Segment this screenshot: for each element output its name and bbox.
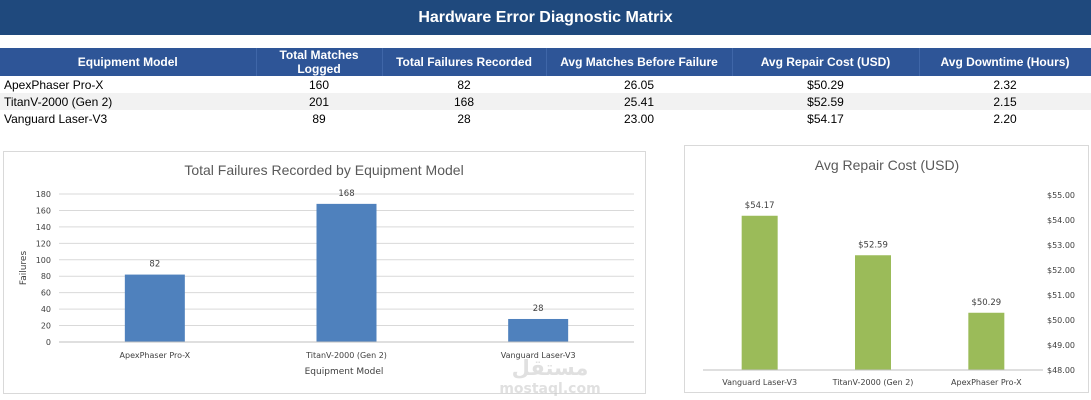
bar <box>968 312 1005 370</box>
x-tick-label: ApexPhaser Pro-X <box>120 351 191 360</box>
table-cell[interactable]: Vanguard Laser-V3 <box>4 111 108 126</box>
table-header-row: Equipment Model Total Matches Logged Tot… <box>0 48 1091 76</box>
bar <box>508 318 569 342</box>
x-tick-label: ApexPhaser Pro-X <box>951 378 1022 387</box>
data-label: $52.59 <box>858 240 888 250</box>
table-cell[interactable]: TitanV-2000 (Gen 2) <box>0 93 256 110</box>
y-axis-ticks: $48.00 $49.00 $50.00 $51.00 $52.00 $53.00 $54.… <box>1047 191 1075 375</box>
data-labels: $54.17 $52.59 $50.29 <box>745 201 1001 308</box>
y-tick-label: $51.00 <box>1047 291 1075 300</box>
data-label: 82 <box>149 260 160 270</box>
chart-title: Total Failures Recorded by Equipment Mod… <box>184 162 463 178</box>
column-header[interactable]: Avg Repair Cost (USD) <box>732 48 920 76</box>
y-tick-label: $49.00 <box>1047 341 1075 350</box>
data-label: $54.17 <box>745 201 775 211</box>
x-axis-label: Equipment Model <box>305 367 384 377</box>
bar <box>316 203 377 342</box>
x-axis-ticks: ApexPhaser Pro-X TitanV-2000 (Gen 2) Vangu… <box>120 351 576 360</box>
data-labels: 82 168 28 <box>149 189 543 314</box>
table-row: ApexPhaser Pro-X 160 82 26.05 $50.29 2.3… <box>0 76 1091 93</box>
page-title: Hardware Error Diagnostic Matrix <box>0 0 1091 35</box>
table-cell[interactable]: ApexPhaser Pro-X <box>4 77 104 92</box>
table-cell[interactable]: $52.59 <box>732 93 919 110</box>
diagnostic-table: Equipment Model Total Matches Logged Tot… <box>0 48 1091 127</box>
table-cell[interactable]: 23.00 <box>623 111 655 126</box>
column-header[interactable]: Total Matches Logged <box>256 48 383 76</box>
data-label: 168 <box>338 189 354 199</box>
y-tick-label: 0 <box>46 338 51 347</box>
y-tick-label: $52.00 <box>1047 266 1075 275</box>
table-cell[interactable]: 28 <box>457 111 471 126</box>
column-header[interactable]: Avg Matches Before Failure <box>546 48 733 76</box>
table-cell[interactable]: 2.20 <box>993 111 1017 126</box>
table-cell[interactable]: 2.32 <box>993 77 1017 92</box>
x-tick-label: TitanV-2000 (Gen 2) <box>305 351 387 360</box>
bar-series <box>741 215 1005 370</box>
y-tick-label: 100 <box>36 256 51 265</box>
table-cell[interactable]: 2.15 <box>919 93 1091 110</box>
y-axis-ticks: 0 20 40 60 80 100 120 140 160 180 <box>36 190 51 347</box>
y-tick-label: $53.00 <box>1047 241 1075 250</box>
table-cell[interactable]: $54.17 <box>807 111 844 126</box>
y-tick-label: 160 <box>36 206 51 215</box>
table-cell[interactable]: 26.05 <box>623 77 655 92</box>
table-row: TitanV-2000 (Gen 2) 201 168 25.41 $52.59… <box>0 93 1091 110</box>
x-tick-label: TitanV-2000 (Gen 2) <box>832 378 914 387</box>
bar <box>741 215 778 370</box>
x-tick-label: Vanguard Laser-V3 <box>501 351 576 360</box>
table-cell[interactable]: 82 <box>457 77 471 92</box>
y-tick-label: 120 <box>36 239 51 248</box>
column-header[interactable]: Total Failures Recorded <box>382 48 547 76</box>
y-tick-label: $54.00 <box>1047 216 1075 225</box>
repair-cost-chart[interactable]: Avg Repair Cost (USD) $48.00 $49.00 $50.00… <box>684 145 1089 393</box>
table-cell[interactable]: 168 <box>382 93 546 110</box>
table-cell[interactable]: 89 <box>312 111 326 126</box>
y-tick-label: 20 <box>41 322 51 331</box>
data-label: $50.29 <box>971 298 1001 308</box>
y-tick-label: 40 <box>41 305 51 314</box>
y-tick-label: $48.00 <box>1047 366 1075 375</box>
y-tick-label: 140 <box>36 223 51 232</box>
data-label: 28 <box>533 304 544 314</box>
x-tick-label: Vanguard Laser-V3 <box>722 378 797 387</box>
table-cell[interactable]: 201 <box>256 93 382 110</box>
failures-chart[interactable]: Total Failures Recorded by Equipment Mod… <box>3 151 646 394</box>
x-axis-ticks: Vanguard Laser-V3 TitanV-2000 (Gen 2) Apex… <box>722 378 1022 387</box>
table-cell[interactable]: 25.41 <box>546 93 732 110</box>
y-tick-label: 80 <box>41 272 51 281</box>
bar <box>855 255 891 370</box>
table-cell[interactable]: 160 <box>308 77 330 92</box>
failures-chart-svg: Total Failures Recorded by Equipment Mod… <box>19 162 634 377</box>
bar <box>124 274 185 342</box>
repair-cost-chart-svg: Avg Repair Cost (USD) $48.00 $49.00 $50.00… <box>703 157 1075 387</box>
y-tick-label: $55.00 <box>1047 191 1075 200</box>
y-tick-label: 60 <box>41 289 51 298</box>
table-row: Vanguard Laser-V3 89 28 23.00 $54.17 2.2… <box>0 110 1091 127</box>
y-axis-label: Failures <box>19 251 29 286</box>
y-tick-label: 180 <box>36 190 51 199</box>
y-tick-label: $50.00 <box>1047 316 1075 325</box>
table-cell[interactable]: $50.29 <box>807 77 844 92</box>
column-header[interactable]: Equipment Model <box>0 48 257 76</box>
bar-series <box>124 203 569 342</box>
chart-title: Avg Repair Cost (USD) <box>815 157 959 173</box>
column-header[interactable]: Avg Downtime (Hours) <box>919 48 1091 76</box>
